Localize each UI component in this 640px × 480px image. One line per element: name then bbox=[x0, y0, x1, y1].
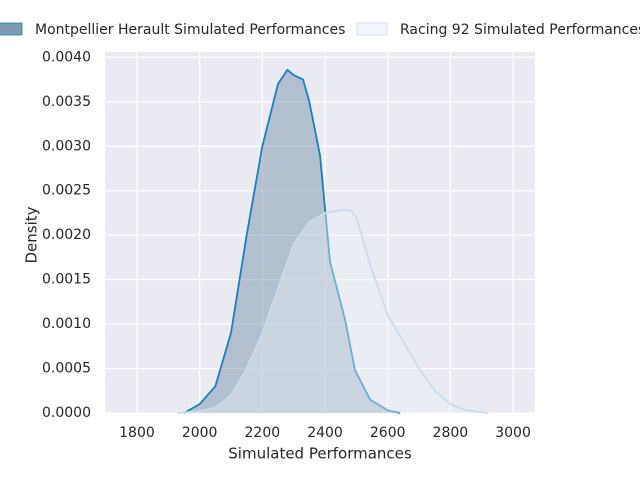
y-tick-label: 0.0035 bbox=[42, 94, 91, 110]
y-tick-label: 0.0025 bbox=[42, 183, 91, 199]
plot-area bbox=[105, 52, 535, 413]
density-area bbox=[177, 210, 488, 413]
y-tick-label: 0.0040 bbox=[42, 49, 91, 65]
x-tick-label: 2800 bbox=[433, 425, 469, 441]
y-axis-label: Density bbox=[23, 206, 41, 263]
y-tick-label: 0.0015 bbox=[42, 272, 91, 288]
density-line bbox=[183, 68, 401, 414]
x-tick-label: 2600 bbox=[370, 425, 406, 441]
y-tick-label: 0.0005 bbox=[42, 361, 91, 377]
x-axis-label: Simulated Performances bbox=[228, 445, 412, 463]
y-tick-label: 0.0020 bbox=[42, 227, 91, 243]
y-tick-label: 0.0010 bbox=[42, 316, 91, 332]
x-tick-label: 3000 bbox=[495, 425, 531, 441]
legend-swatch bbox=[356, 22, 388, 36]
x-tick-label: 2200 bbox=[245, 425, 281, 441]
y-tick-label: 0.0030 bbox=[42, 138, 91, 154]
legend-label: Montpellier Herault Simulated Performanc… bbox=[35, 22, 345, 38]
x-tick-label: 1800 bbox=[119, 425, 155, 441]
x-tick-label: 2000 bbox=[182, 425, 218, 441]
legend-label: Racing 92 Simulated Performances bbox=[400, 22, 640, 38]
x-tick-label: 2400 bbox=[307, 425, 343, 441]
density-line bbox=[177, 209, 489, 414]
legend-swatch bbox=[0, 22, 23, 36]
y-tick-label: 0.0000 bbox=[42, 405, 91, 421]
